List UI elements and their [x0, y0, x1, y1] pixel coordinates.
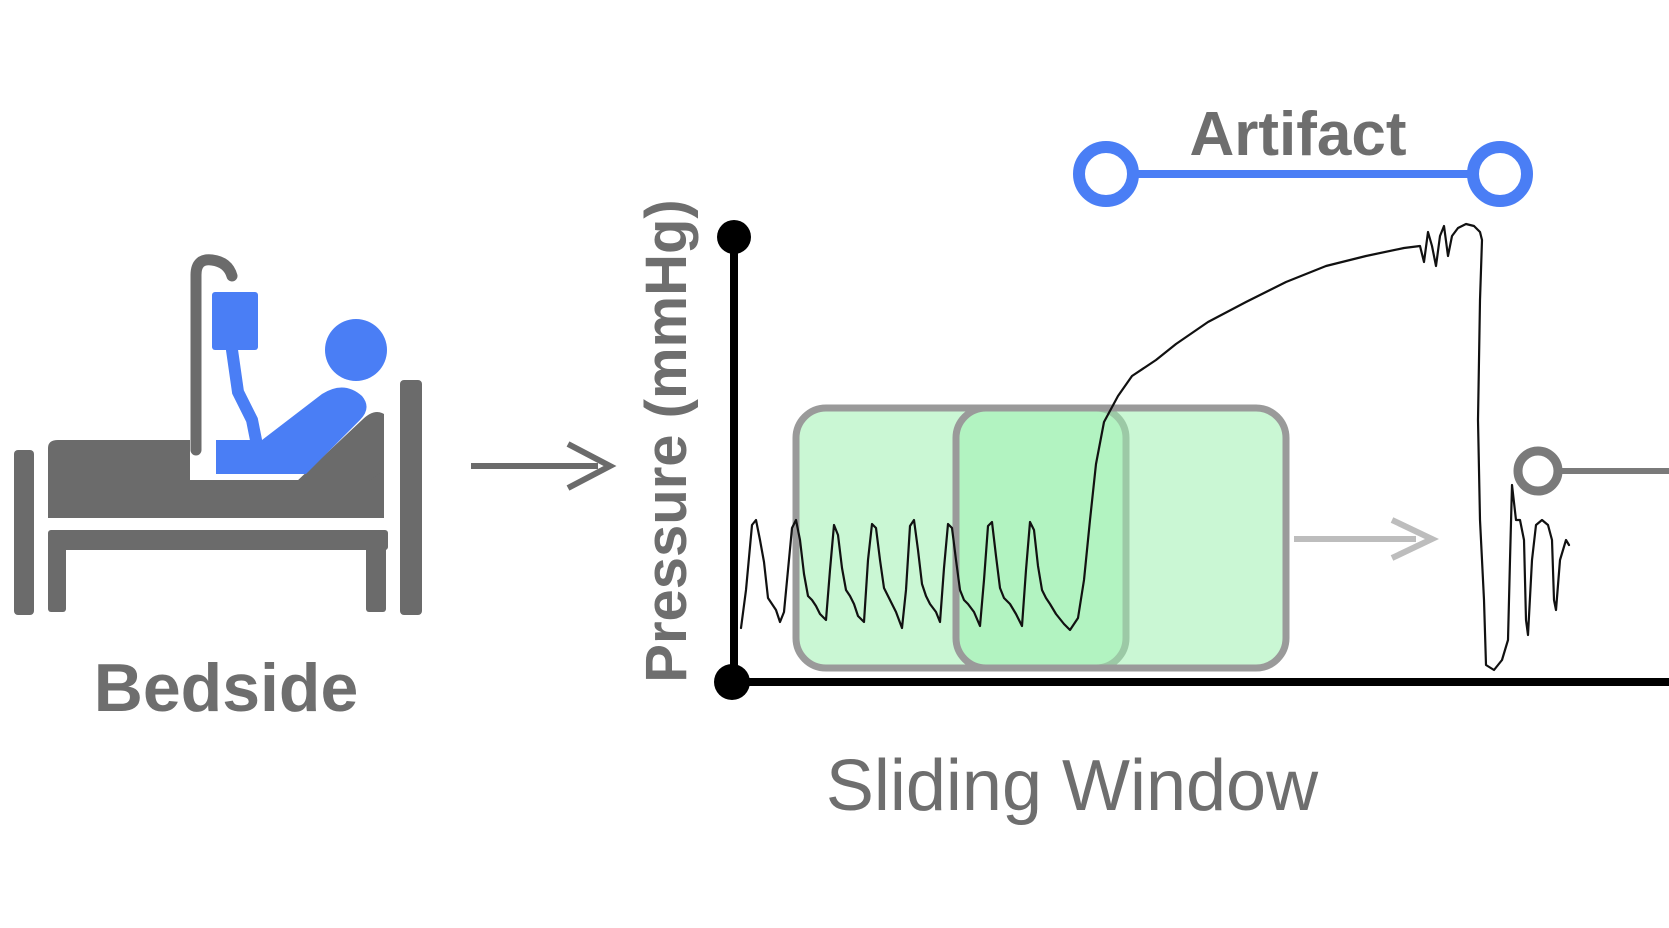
artifact-label: Artifact: [1189, 100, 1406, 169]
patient-figure: [216, 319, 387, 474]
patient-bed-icon: [14, 254, 422, 615]
sliding-window-2: [952, 404, 1290, 672]
pressure-waveform: [739, 222, 1571, 672]
window-motion-arrow: [1294, 517, 1439, 561]
right-arrow-icon: [471, 441, 617, 491]
chart-axes: [714, 220, 1669, 700]
origin-dot: [714, 664, 750, 700]
bedside-label: Bedside: [94, 650, 359, 726]
sliding-window-label: Sliding Window: [826, 746, 1319, 826]
next-interval-marker-partial: [1513, 446, 1669, 496]
artifact-interval-marker: [1073, 141, 1533, 207]
y-axis-top-dot: [717, 220, 751, 254]
y-axis-label: Pressure (mmHg): [634, 199, 699, 682]
iv-bag-icon: [212, 292, 262, 446]
iv-pole: [190, 254, 238, 456]
